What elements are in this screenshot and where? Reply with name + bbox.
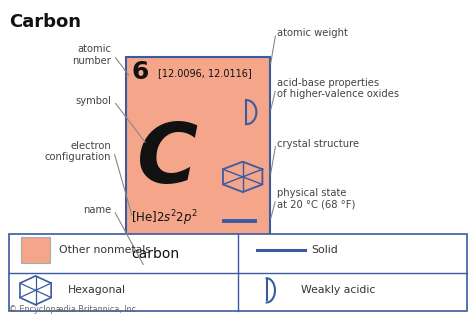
Text: $[\mathrm{He}]2s^22p^2$: $[\mathrm{He}]2s^22p^2$ bbox=[131, 208, 198, 228]
Text: 6: 6 bbox=[131, 60, 149, 84]
Text: atomic weight: atomic weight bbox=[277, 28, 348, 38]
Text: symbol: symbol bbox=[75, 96, 111, 106]
Text: © Encyclopædia Britannica, Inc.: © Encyclopædia Britannica, Inc. bbox=[9, 306, 139, 314]
Text: crystal structure: crystal structure bbox=[277, 139, 359, 149]
Text: atomic
number: atomic number bbox=[73, 45, 111, 66]
FancyBboxPatch shape bbox=[9, 234, 467, 311]
Text: Solid: Solid bbox=[311, 245, 338, 255]
FancyBboxPatch shape bbox=[21, 238, 50, 263]
Text: physical state
at 20 °C (68 °F): physical state at 20 °C (68 °F) bbox=[277, 188, 356, 210]
Text: Carbon: Carbon bbox=[9, 13, 82, 31]
Text: acid-base properties
of higher-valence oxides: acid-base properties of higher-valence o… bbox=[277, 78, 400, 99]
Text: C: C bbox=[137, 119, 199, 200]
FancyBboxPatch shape bbox=[126, 57, 270, 288]
Text: Hexagonal: Hexagonal bbox=[68, 285, 126, 295]
Text: name: name bbox=[83, 205, 111, 215]
Text: Weakly acidic: Weakly acidic bbox=[301, 285, 375, 295]
Text: carbon: carbon bbox=[131, 247, 180, 261]
Text: Other nonmetals: Other nonmetals bbox=[59, 245, 151, 255]
Text: electron
configuration: electron configuration bbox=[45, 141, 111, 162]
Text: [12.0096, 12.0116]: [12.0096, 12.0116] bbox=[158, 68, 252, 78]
